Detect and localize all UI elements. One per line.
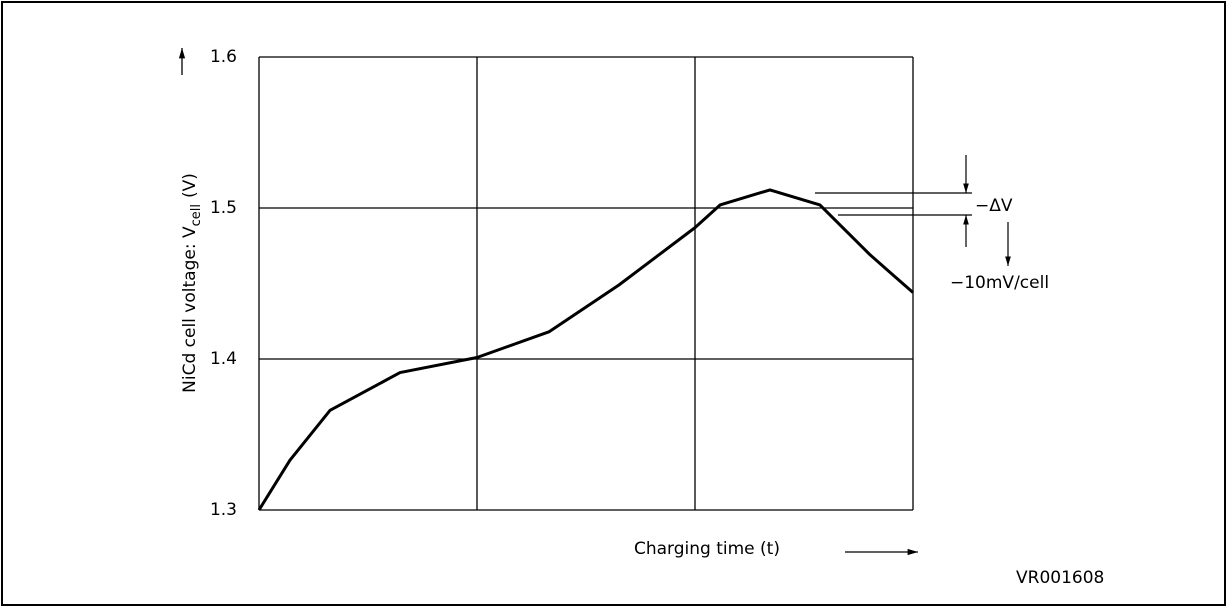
y-tick-label: 1.3	[210, 500, 237, 520]
y-tick-label: 1.5	[210, 198, 237, 218]
delta-marker	[815, 155, 1011, 266]
y-tick-label: 1.6	[210, 47, 237, 67]
annotation: −10mV/cell	[950, 273, 1049, 293]
y-tick-label: 1.4	[210, 349, 237, 369]
y-label-sub: cell	[189, 204, 204, 226]
y-label-unit: (V)	[180, 173, 200, 198]
y-label-main: NiCd cell voltage: V	[180, 226, 200, 393]
figure-id: VR001608	[1016, 568, 1104, 588]
annotation: −ΔV	[975, 196, 1013, 216]
curve	[257, 188, 914, 511]
x-axis-label: Charging time (t)	[634, 539, 780, 559]
y-axis-label: NiCd cell voltage: Vcell (V)	[180, 173, 204, 393]
